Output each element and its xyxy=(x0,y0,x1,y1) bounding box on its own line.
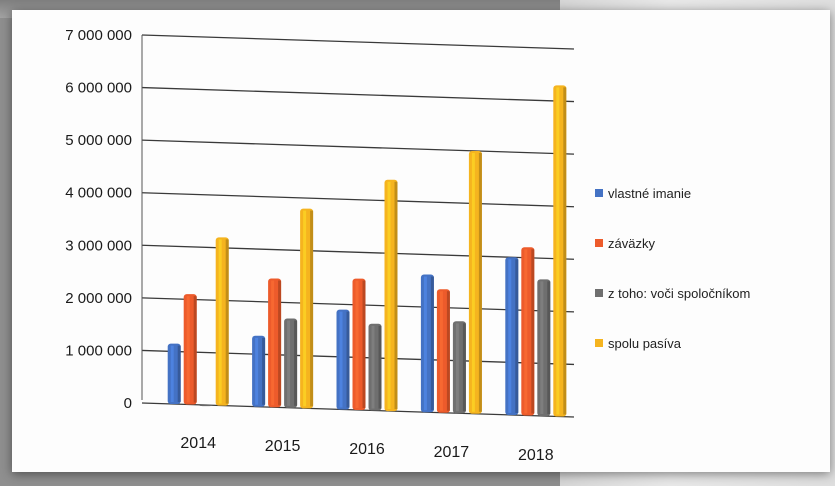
bar-shadow xyxy=(294,320,298,406)
bar-shadow xyxy=(310,210,314,407)
legend-swatch-icon xyxy=(595,189,603,197)
legend-item: vlastné imanie xyxy=(595,168,820,218)
x-tick-label: 2014 xyxy=(180,435,216,452)
legend-label: z toho: voči spoločníkom xyxy=(608,285,751,301)
bar-shadow xyxy=(430,276,434,411)
y-tick-label: 2 000 000 xyxy=(65,290,132,307)
legend-label: záväzky xyxy=(608,235,655,251)
x-tick-label: 2015 xyxy=(265,438,301,455)
chart-card: 0 1 000 000 2 000 000 3 000 000 4 000 000 5 0… xyxy=(12,10,830,472)
legend-swatch-icon xyxy=(595,239,603,247)
bar-shadow xyxy=(394,181,398,410)
bar-shadow xyxy=(547,281,551,415)
legend-swatch-icon xyxy=(595,289,603,297)
bar-highlight xyxy=(524,249,528,414)
x-tick-label: 2018 xyxy=(518,447,554,464)
bar-highlight xyxy=(287,320,291,406)
bar-highlight xyxy=(540,281,544,415)
legend-label: vlastné imanie xyxy=(608,185,692,201)
gridline xyxy=(141,244,575,260)
bar-shadow xyxy=(362,280,366,409)
bar-highlight xyxy=(371,325,375,409)
bar-highlight xyxy=(556,87,560,415)
bar-shadow xyxy=(515,259,519,413)
bar-highlight xyxy=(423,276,427,411)
y-tick-label: 3 000 000 xyxy=(65,237,132,254)
labels-layer: 0 1 000 000 2 000 000 3 000 000 4 000 000 5 0… xyxy=(65,27,553,464)
bar-shadow xyxy=(278,280,282,406)
bar-highlight xyxy=(339,311,343,408)
bar-highlight xyxy=(387,181,391,410)
bar-chart: 0 1 000 000 2 000 000 3 000 000 4 000 000 5 0… xyxy=(65,27,575,464)
bar-highlight xyxy=(508,259,512,413)
bar-highlight xyxy=(439,291,443,411)
y-tick-label: 7 000 000 xyxy=(65,27,132,44)
legend-item: záväzky xyxy=(595,218,820,268)
bar-highlight xyxy=(218,239,222,404)
bar-shadow xyxy=(378,325,382,409)
x-tick-label: 2016 xyxy=(349,441,385,458)
y-tick-label: 5 000 000 xyxy=(65,132,132,149)
bar-shadow xyxy=(346,311,350,408)
y-tick-label: 0 xyxy=(124,395,132,412)
bar-shadow xyxy=(193,296,197,403)
bar xyxy=(199,405,213,407)
y-tick-label: 1 000 000 xyxy=(65,342,132,359)
bar-highlight xyxy=(170,345,174,403)
bar-shadow xyxy=(446,291,450,411)
bar-shadow xyxy=(563,87,567,415)
bar-highlight xyxy=(271,280,275,406)
bar-highlight xyxy=(303,210,307,407)
bar-highlight xyxy=(186,296,190,403)
legend-label: spolu pasíva xyxy=(608,335,681,351)
legend-swatch-icon xyxy=(595,339,603,347)
bar-highlight xyxy=(471,152,475,412)
y-tick-label: 4 000 000 xyxy=(65,185,132,202)
bar-shadow xyxy=(531,249,535,414)
chart-legend: vlastné imanie záväzky z toho: voči spol… xyxy=(595,168,820,368)
bars-layer xyxy=(167,85,567,417)
legend-item: z toho: voči spoločníkom xyxy=(595,268,820,318)
bar-highlight xyxy=(455,323,459,412)
bar-shadow xyxy=(225,239,229,404)
x-tick-label: 2017 xyxy=(434,444,470,461)
gridline xyxy=(141,139,575,155)
gridline xyxy=(141,34,575,50)
bar-shadow xyxy=(462,323,466,412)
gridline xyxy=(141,86,575,103)
bar-highlight xyxy=(255,337,259,405)
bar-shadow xyxy=(262,337,266,405)
bar-highlight xyxy=(355,280,359,409)
bar-shadow xyxy=(478,152,482,412)
bar-shadow xyxy=(177,345,181,403)
legend-item: spolu pasíva xyxy=(595,318,820,368)
y-tick-label: 6 000 000 xyxy=(65,80,132,97)
gridline xyxy=(141,192,575,208)
